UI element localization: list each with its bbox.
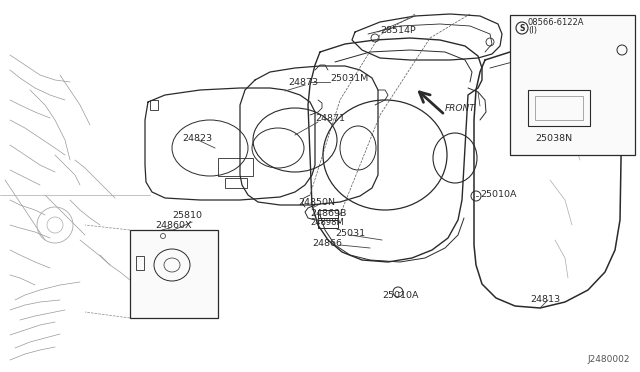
Text: 24850N: 24850N: [298, 198, 335, 206]
Text: (I): (I): [528, 26, 537, 35]
Text: 25810: 25810: [172, 211, 202, 219]
Text: 24823: 24823: [182, 134, 212, 142]
Text: J2480002: J2480002: [588, 356, 630, 365]
Text: 24869B: 24869B: [310, 208, 346, 218]
Text: 25031M: 25031M: [330, 74, 368, 83]
Bar: [528, 90, 590, 126]
Text: 24871: 24871: [315, 113, 345, 122]
Text: 25031: 25031: [335, 228, 365, 237]
Bar: [510, 15, 635, 155]
Text: 24860X: 24860X: [155, 221, 191, 230]
Text: S: S: [519, 23, 525, 32]
Text: 24866: 24866: [312, 240, 342, 248]
Text: 24898M: 24898M: [310, 218, 344, 227]
Text: FRONT: FRONT: [445, 103, 476, 112]
Text: 25010A: 25010A: [480, 189, 516, 199]
Text: 28514P: 28514P: [380, 26, 416, 35]
Bar: [318, 210, 338, 218]
Bar: [218, 158, 253, 176]
Text: 24813: 24813: [530, 295, 560, 305]
Bar: [136, 256, 144, 270]
Text: 25038N: 25038N: [535, 134, 572, 142]
Text: 25010A: 25010A: [382, 291, 419, 299]
Text: 24873: 24873: [288, 77, 318, 87]
Bar: [225, 178, 247, 188]
Text: 08566-6122A: 08566-6122A: [528, 17, 584, 26]
Bar: [150, 100, 158, 110]
Bar: [130, 230, 218, 318]
Bar: [535, 96, 583, 120]
Bar: [318, 220, 338, 228]
